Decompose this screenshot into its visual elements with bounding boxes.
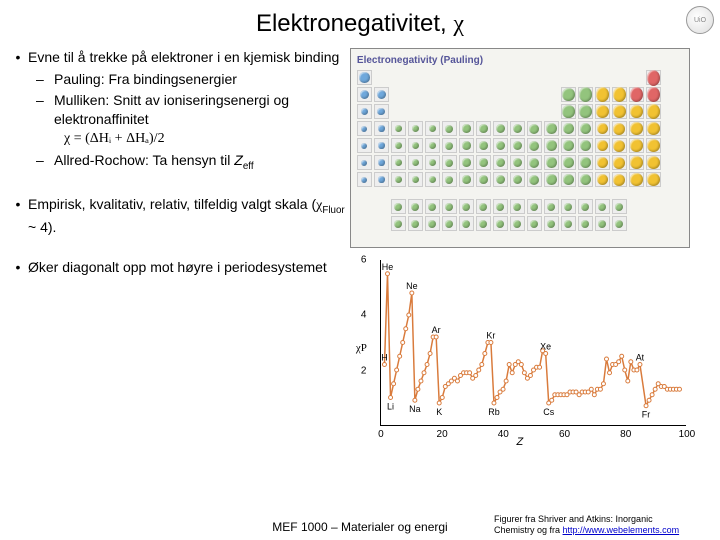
bullet-item: •Evne til å trekke på elektroner i en kj… (8, 48, 346, 66)
credit-text-2: Chemistry og fra (494, 525, 563, 535)
ptable-caption: Electronegativity (Pauling) (357, 55, 683, 66)
x-axis-label: Z (517, 436, 524, 448)
title-text: Elektronegativitet, (256, 10, 453, 37)
university-seal-icon: UiO (686, 6, 714, 34)
ptable-grid (357, 70, 683, 240)
main-content: •Evne til å trekke på elektroner i en kj… (0, 38, 720, 446)
sub-bullet-item: –Mulliken: Snitt av ioniseringsenergi og… (36, 91, 346, 127)
svg-text:Ne: Ne (406, 281, 417, 291)
sub-bullet-item: –Pauling: Fra bindingsenergier (36, 70, 346, 88)
bullet-item: •Empirisk, kvalitativ, relativ, tilfeldi… (8, 195, 346, 236)
svg-text:H: H (381, 353, 387, 363)
y-axis-label: χP (356, 342, 367, 354)
chart-line-icon: He Ne Ar Kr Xe At H Li Na K Rb Cs Fr (381, 260, 686, 425)
bullet-item: •Øker diagonalt opp mot høyre i periodes… (8, 258, 346, 276)
chi-symbol: χ (453, 11, 464, 37)
svg-text:At: At (636, 353, 645, 363)
svg-text:Ar: Ar (432, 325, 441, 335)
chart-area: HeNeArKrXeAtHLiNaKRbCsFr 246020406080100 (380, 260, 686, 426)
electronegativity-chart: χP HeNeArKrXeAtHLiNaKRbCsFr 246020406080… (350, 256, 690, 446)
figure-credit: Figurer fra Shriver and Atkins: Inorgani… (494, 514, 714, 536)
svg-text:Rb: Rb (488, 407, 499, 417)
formula: χ = (ΔHᵢ + ΔHₐ)/2 (64, 130, 346, 148)
svg-text:Li: Li (387, 401, 394, 411)
bullet-list: •Evne til å trekke på elektroner i en kj… (8, 48, 346, 446)
svg-text:Kr: Kr (486, 331, 495, 341)
sub-bullet-item: –Allred-Rochow: Ta hensyn til Zeff (36, 151, 346, 174)
periodic-table-figure: Electronegativity (Pauling) (350, 48, 690, 248)
svg-text:Na: Na (409, 404, 420, 414)
footer-course: MEF 1000 – Materialer og energi (272, 520, 447, 534)
svg-text:He: He (382, 262, 393, 272)
svg-text:Xe: Xe (540, 342, 551, 352)
svg-text:Cs: Cs (543, 407, 554, 417)
credit-text-1: Figurer fra Shriver and Atkins: Inorgani… (494, 514, 653, 524)
figures-column: Electronegativity (Pauling) χP He Ne Ar Kr X… (346, 48, 712, 446)
svg-text:K: K (436, 407, 442, 417)
page-title: Elektronegativitet, χ (0, 0, 720, 38)
svg-text:Fr: Fr (642, 410, 650, 420)
credit-link[interactable]: http://www.webelements.com (563, 525, 680, 535)
